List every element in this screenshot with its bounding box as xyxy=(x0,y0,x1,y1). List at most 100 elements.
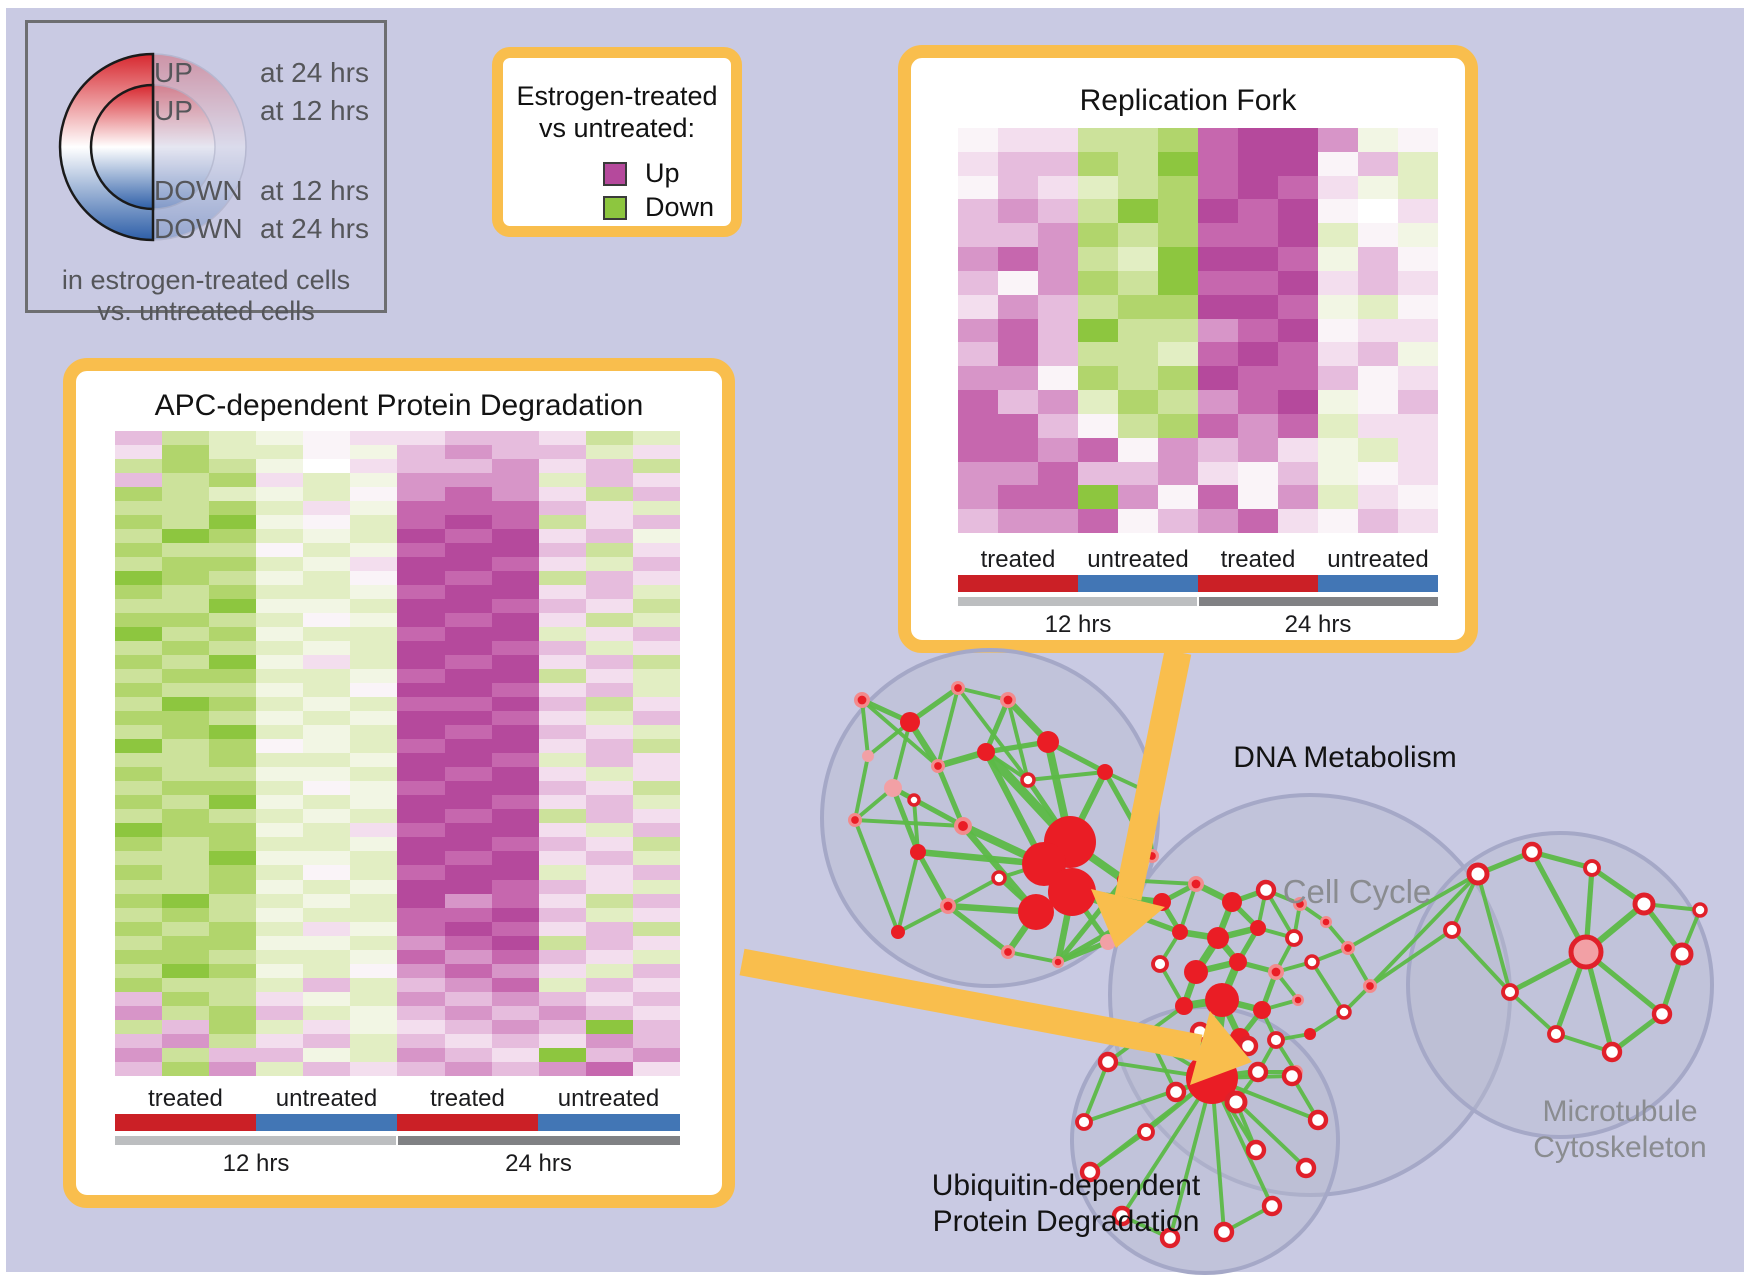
inner-left-half xyxy=(89,83,155,211)
heatmap-cell xyxy=(491,991,539,1006)
heatmap-cell xyxy=(1198,366,1238,391)
rf-untreated-bar-24 xyxy=(1318,575,1438,592)
heatmap-cell xyxy=(1358,413,1398,438)
heatmap-cell xyxy=(632,487,680,502)
heatmap-cell xyxy=(1198,128,1238,152)
heatmap-cell xyxy=(209,991,257,1006)
apc-title: APC-dependent Protein Degradation xyxy=(154,389,644,422)
heatmap-cell xyxy=(632,627,680,642)
heatmap-cell xyxy=(162,949,210,964)
updown-key-box: UP at 24 hrs UP at 12 hrs DOWN at 12 hrs… xyxy=(25,20,387,326)
heatmap-cell xyxy=(998,294,1038,319)
heatmap-cell xyxy=(585,781,633,796)
heatmap-cell xyxy=(256,739,304,754)
heatmap-cell xyxy=(397,949,445,964)
heatmap-cell xyxy=(397,1005,445,1020)
apc-group-label-treated-12: treated xyxy=(148,1085,223,1112)
heatmap-cell xyxy=(1238,270,1278,295)
heatmap-cell xyxy=(632,893,680,908)
up-color-swatch xyxy=(603,161,627,186)
heatmap-cell xyxy=(491,739,539,754)
heatmap-cell xyxy=(397,599,445,614)
heatmap-cell xyxy=(958,390,998,414)
heatmap-cell xyxy=(162,767,210,782)
heatmap-cell xyxy=(1078,270,1118,295)
heatmap-cell xyxy=(256,865,304,880)
heatmap-cell xyxy=(585,641,633,656)
heatmap-cell xyxy=(350,655,398,670)
heatmap-cell xyxy=(1038,390,1078,414)
heatmap-cell xyxy=(998,199,1038,224)
apc-untreated-bar-12 xyxy=(256,1114,397,1131)
heatmap-cell xyxy=(1118,199,1158,224)
heatmap-cell xyxy=(585,585,633,600)
heatmap-cell xyxy=(585,557,633,572)
heatmap-cell xyxy=(256,767,304,782)
heatmap-cell xyxy=(538,851,586,866)
heatmap-row xyxy=(115,431,680,446)
heatmap-row xyxy=(115,949,680,964)
heatmap-cell xyxy=(491,809,539,824)
heatmap-cell xyxy=(585,725,633,740)
heatmap-cell xyxy=(162,683,210,698)
heatmap-cell xyxy=(491,1019,539,1034)
heatmap-cell xyxy=(1278,366,1318,391)
heatmap-cell xyxy=(397,669,445,684)
heatmap-cell xyxy=(1318,199,1358,224)
heatmap-cell xyxy=(397,767,445,782)
heatmap-cell xyxy=(585,459,633,474)
heatmap-cell xyxy=(162,907,210,922)
heatmap-cell xyxy=(1398,437,1438,462)
heatmap-cell xyxy=(1038,175,1078,200)
heatmap-cell xyxy=(998,128,1038,152)
heatmap-cell xyxy=(1158,485,1198,510)
heatmap-cell xyxy=(162,795,210,810)
heatmap-cell xyxy=(1278,485,1318,510)
heatmap-cell xyxy=(491,515,539,530)
heatmap-cell xyxy=(256,613,304,628)
heatmap-cell xyxy=(1038,128,1078,152)
heatmap-row xyxy=(958,437,1438,462)
heatmap-cell xyxy=(632,1019,680,1034)
heatmap-cell xyxy=(1238,294,1278,319)
heatmap-cell xyxy=(1358,342,1398,367)
heatmap-cell xyxy=(444,739,492,754)
heatmap-cell xyxy=(538,893,586,908)
heatmap-cell xyxy=(1038,437,1078,462)
heatmap-cell xyxy=(303,781,351,796)
heatmap-row xyxy=(115,557,680,572)
heatmap-cell xyxy=(1278,318,1318,343)
heatmap-cell xyxy=(444,753,492,768)
heatmap-row xyxy=(115,893,680,908)
heatmap-cell xyxy=(632,907,680,922)
heatmap-cell xyxy=(1278,390,1318,414)
heatmap-cell xyxy=(115,963,163,978)
heatmap-cell xyxy=(998,318,1038,343)
heatmap-cell xyxy=(538,921,586,936)
heatmap-cell xyxy=(115,949,163,964)
heatmap-cell xyxy=(162,613,210,628)
heatmap-cell xyxy=(397,907,445,922)
heatmap-cell xyxy=(444,977,492,992)
heatmap-cell xyxy=(397,529,445,544)
heatmap-cell xyxy=(1318,366,1358,391)
heatmap-row xyxy=(958,270,1438,295)
heatmap-cell xyxy=(491,949,539,964)
heatmap-cell xyxy=(115,837,163,852)
heatmap-cell xyxy=(1158,270,1198,295)
heatmap-row xyxy=(115,809,680,824)
heatmap-cell xyxy=(350,571,398,586)
heatmap-cell xyxy=(256,515,304,530)
heatmap-cell xyxy=(958,175,998,200)
heatmap-row xyxy=(115,459,680,474)
heatmap-cell xyxy=(632,711,680,726)
heatmap-cell xyxy=(303,585,351,600)
heatmap-cell xyxy=(1238,390,1278,414)
heatmap-cell xyxy=(209,837,257,852)
heatmap-cell xyxy=(632,571,680,586)
heatmap-cell xyxy=(209,711,257,726)
heatmap-cell xyxy=(1198,199,1238,224)
heatmap-cell xyxy=(585,1047,633,1062)
heatmap-cell xyxy=(115,879,163,894)
heatmap-row xyxy=(115,837,680,852)
